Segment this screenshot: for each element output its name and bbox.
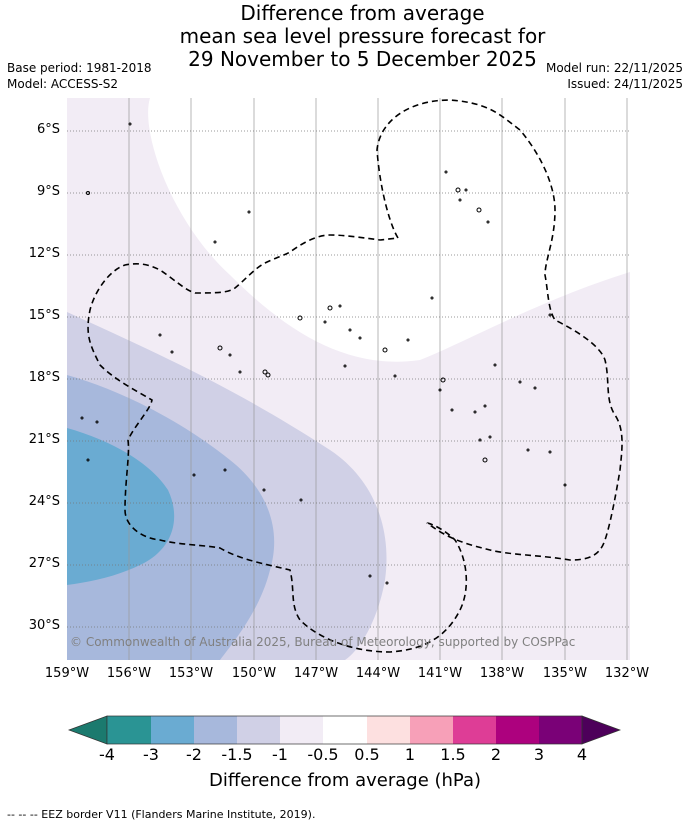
colorbar-label: 1 (404, 745, 416, 764)
lat-label: 24°S (28, 494, 60, 509)
colorbar-title: Difference from average (hPa) (208, 770, 482, 791)
title-line-2: mean sea level pressure forecast for (179, 24, 546, 48)
map-area: © Commonwealth of Australia 2025, Bureau… (67, 98, 630, 660)
title-line-3: 29 November to 5 December 2025 (188, 47, 537, 71)
lon-label: 153°W (168, 666, 214, 681)
model-name: Model: ACCESS-S2 (7, 77, 119, 91)
lat-label: 30°S (28, 618, 60, 633)
colorbar-segment (539, 716, 582, 744)
lat-label: 21°S (28, 432, 60, 447)
base-period: Base period: 1981-2018 (7, 61, 152, 75)
lon-label: 141°W (417, 666, 463, 681)
colorbar-label: 2 (490, 745, 502, 764)
graticule (67, 98, 630, 660)
model-run: Model run: 22/11/2025 (545, 61, 683, 75)
lon-label: 150°W (231, 666, 277, 681)
colorbar-segment (194, 716, 237, 744)
copyright-text: © Commonwealth of Australia 2025, Bureau… (70, 635, 575, 649)
lon-label: 132°W (604, 666, 650, 681)
colorbar-label: -1.5 (221, 745, 253, 764)
colorbar-label: -0.5 (307, 745, 339, 764)
chart-title: Difference from average mean sea level p… (140, 2, 585, 71)
colorbar-label: 4 (576, 745, 588, 764)
islands (80, 122, 567, 585)
colorbar-segment (151, 716, 194, 744)
colorbar-min-arrow (67, 715, 108, 745)
lon-label: 156°W (106, 666, 152, 681)
lon-label: 138°W (479, 666, 525, 681)
anomaly-fill-minus-2 (67, 428, 175, 585)
colorbar-segment (496, 716, 539, 744)
lon-label: 135°W (542, 666, 588, 681)
colorbar-segment (367, 716, 410, 744)
colorbar-segment (323, 716, 367, 744)
colorbar-segment (410, 716, 453, 744)
lat-label: 12°S (28, 246, 60, 261)
colorbar-label: 3 (533, 745, 545, 764)
lat-label: 27°S (28, 556, 60, 571)
colorbar-label: 0.5 (354, 745, 380, 764)
colorbar-label: -4 (99, 745, 115, 764)
lat-label: 6°S (36, 122, 60, 137)
issued-date: Issued: 24/11/2025 (567, 77, 683, 91)
colorbar-label: -2 (186, 745, 202, 764)
meta-right: Model run: 22/11/2025 Issued: 24/11/2025 (546, 60, 683, 92)
colorbar-max-arrow (581, 715, 622, 745)
meta-left: Base period: 1981-2018 Model: ACCESS-S2 (7, 60, 152, 92)
colorbar (67, 715, 622, 745)
colorbar-segment (237, 716, 280, 744)
lat-label: 18°S (28, 370, 60, 385)
anomaly-zero-region (148, 98, 630, 362)
colorbar-segment (280, 716, 323, 744)
colorbar-segment (107, 716, 151, 744)
colorbar-label: 1.5 (440, 745, 466, 764)
colorbar-label: -1 (272, 745, 288, 764)
lat-label: 9°S (36, 184, 60, 199)
lon-label: 144°W (355, 666, 401, 681)
colorbar-segment (453, 716, 496, 744)
title-line-1: Difference from average (240, 1, 485, 25)
eez-footnote: -- -- -- EEZ border V11 (Flanders Marine… (7, 808, 316, 821)
lon-label: 147°W (293, 666, 339, 681)
lon-label: 159°W (44, 666, 90, 681)
eez-border (87, 99, 623, 653)
lat-label: 15°S (28, 308, 60, 323)
colorbar-label: -3 (143, 745, 159, 764)
